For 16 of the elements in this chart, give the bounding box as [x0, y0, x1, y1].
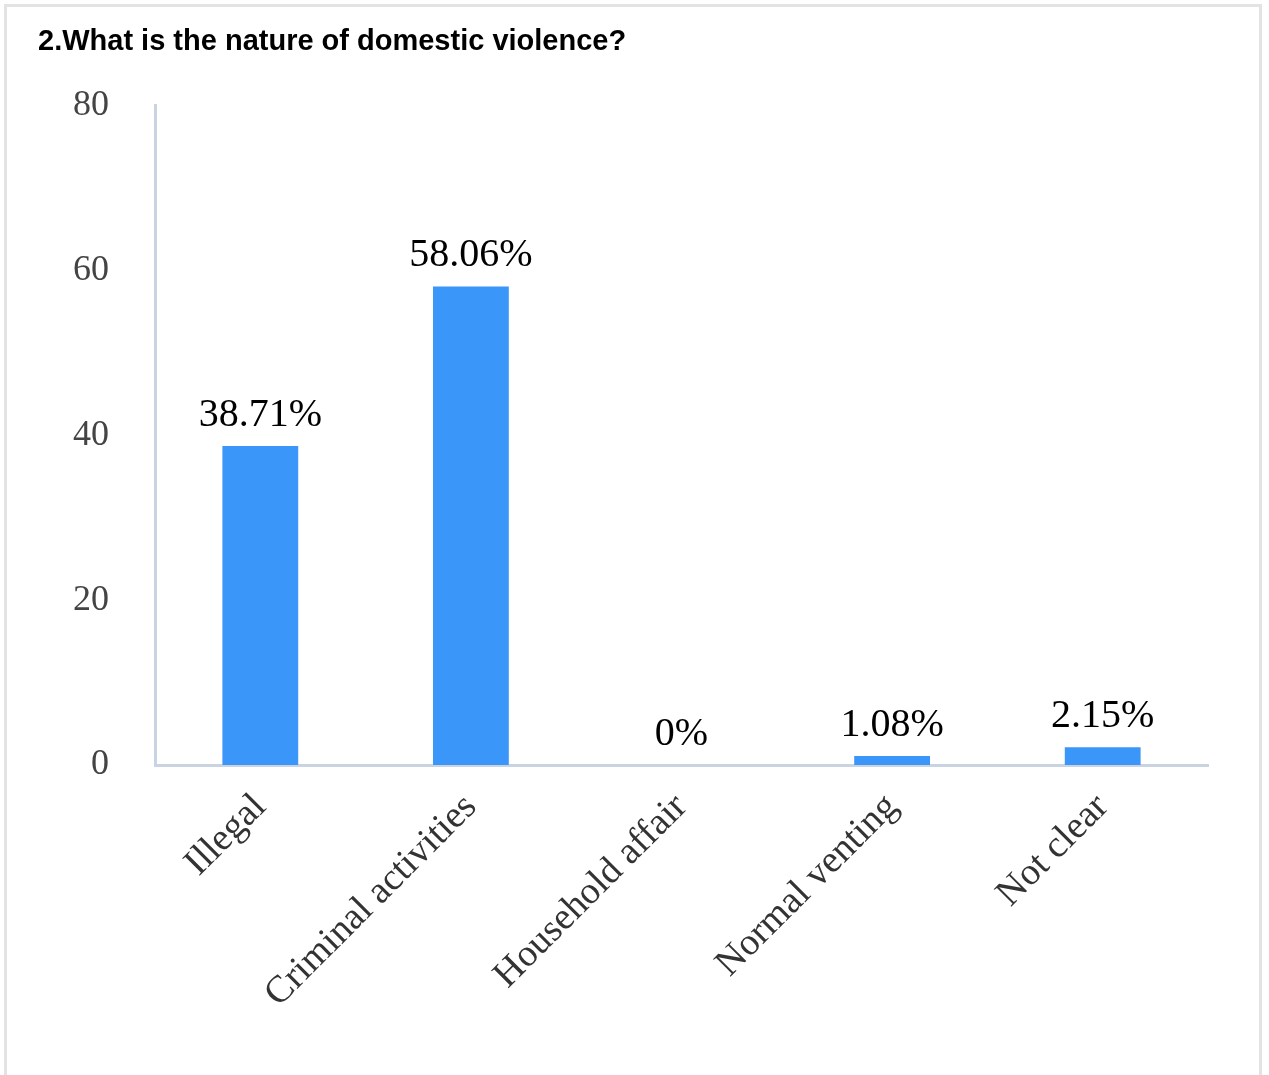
y-tick-label: 60 — [73, 247, 109, 288]
x-tick-label: Not clear — [986, 783, 1116, 914]
data-label: 58.06% — [409, 230, 533, 276]
data-label: 38.71% — [198, 389, 322, 435]
data-label: 1.08% — [840, 700, 944, 746]
bar — [222, 445, 299, 765]
y-tick-label: 80 — [73, 83, 109, 124]
y-tick-label: 0 — [91, 742, 109, 783]
y-tick-label: 20 — [73, 577, 109, 618]
bar — [854, 756, 931, 765]
data-label: 0% — [654, 709, 709, 754]
chart-title: 2.What is the nature of domestic violence? — [38, 24, 627, 57]
data-label: 2.15% — [1051, 691, 1155, 737]
bar — [432, 286, 509, 765]
bar — [1064, 747, 1141, 765]
y-tick-label: 40 — [73, 412, 109, 453]
